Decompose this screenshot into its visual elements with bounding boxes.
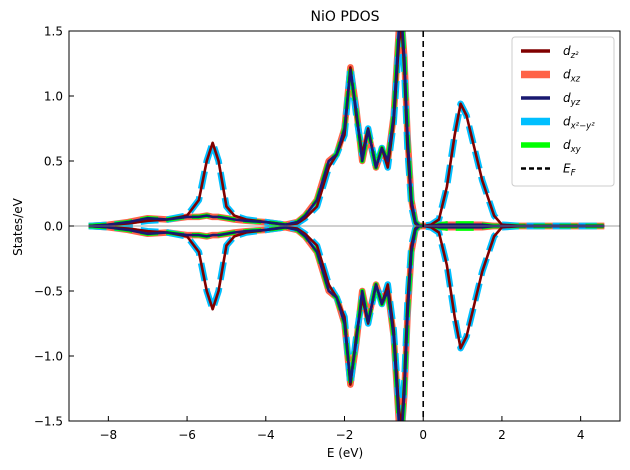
x-tick-label: 2 bbox=[498, 428, 506, 442]
legend-label-dxy: dx²−y² bbox=[563, 115, 595, 132]
x-tick-label: 0 bbox=[419, 428, 427, 442]
y-axis-ticks: −1.5 −1.0 −0.5 0.0 0.5 1.0 1.5 bbox=[34, 25, 74, 429]
x-tick-label: −2 bbox=[336, 428, 354, 442]
y-tick-label: 1.5 bbox=[44, 25, 63, 39]
legend-label-dz: dz² bbox=[563, 44, 579, 61]
y-tick-label: −1.5 bbox=[34, 415, 63, 429]
series-line-dyz-up bbox=[88, 31, 605, 228]
y-axis-label: States/eV bbox=[11, 197, 25, 255]
legend-label-dxy: dxy bbox=[563, 138, 582, 155]
y-tick-label: −1.0 bbox=[34, 350, 63, 364]
plot-series bbox=[88, 31, 605, 421]
x-tick-label: −6 bbox=[178, 428, 196, 442]
x-axis-ticks: −8 −6 −4 −2 0 2 4 bbox=[100, 416, 585, 442]
x-tick-label: −4 bbox=[257, 428, 275, 442]
legend-label-dxz: dxz bbox=[563, 68, 581, 85]
x-axis-label: E (eV) bbox=[327, 446, 363, 460]
y-tick-label: −0.5 bbox=[34, 285, 63, 299]
y-tick-label: 0.5 bbox=[44, 155, 63, 169]
y-tick-label: 1.0 bbox=[44, 90, 63, 104]
x-tick-label: −8 bbox=[100, 428, 118, 442]
legend-label-EF: EF bbox=[563, 162, 576, 179]
legend-label-dyz: dyz bbox=[563, 91, 581, 108]
chart-title: NiO PDOS bbox=[311, 9, 380, 25]
x-tick-label: 4 bbox=[577, 428, 585, 442]
legend: dz² dxz dyz dx²−y² dxy EF bbox=[511, 36, 615, 187]
series-line-dyz-down bbox=[88, 224, 605, 421]
y-tick-label: 0.0 bbox=[44, 220, 63, 234]
